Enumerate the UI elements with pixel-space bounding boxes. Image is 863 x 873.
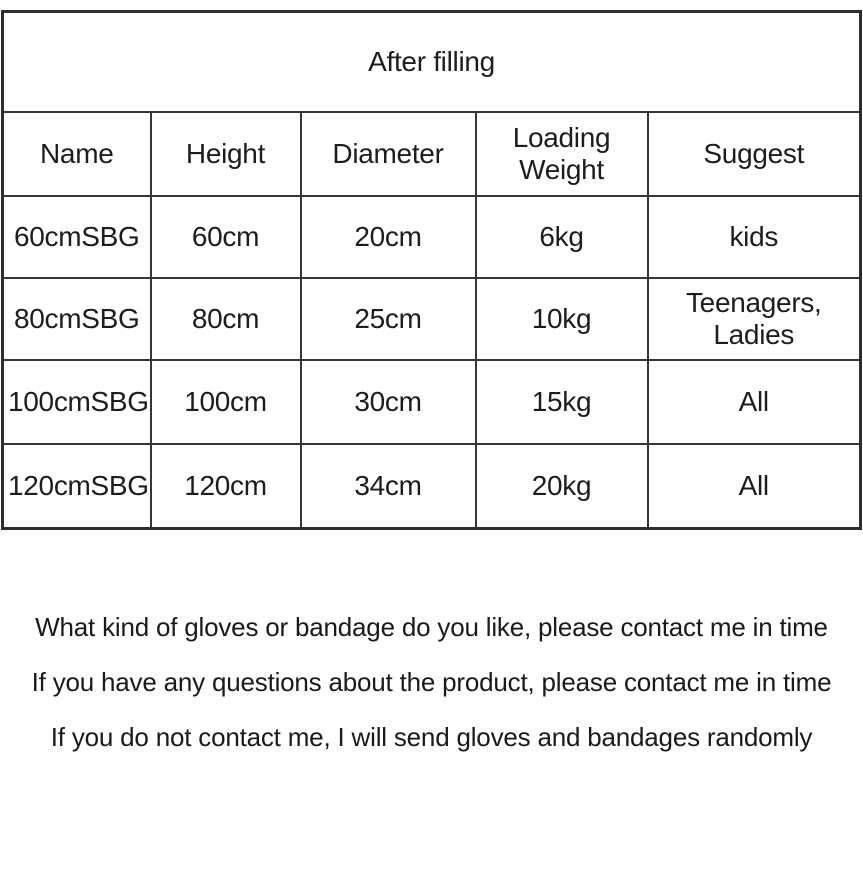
table-cell: All (646, 443, 862, 530)
table-cell: 25cm (299, 277, 477, 361)
table-cell: 80cmSBG (1, 277, 152, 361)
table-cell: 20cm (299, 195, 477, 279)
table-cell: 30cm (299, 359, 477, 445)
table-cell: 80cm (149, 277, 302, 361)
column-header-name: Name (1, 111, 152, 197)
table-cell: kids (646, 195, 862, 279)
table-cell: 100cm (149, 359, 302, 445)
table-cell: Teenagers, Ladies (646, 277, 862, 361)
table-header-row: Name Height Diameter Loading Weight Sugg… (1, 111, 862, 197)
page: { "page": { "title": "After filling" }, … (0, 10, 863, 873)
table-cell: 15kg (474, 359, 649, 445)
table-cell: All (646, 359, 862, 445)
table-row: 60cmSBG 60cm 20cm 6kg kids (1, 195, 862, 279)
contact-notes: What kind of gloves or bandage do you li… (0, 600, 863, 765)
title-row: After filling (1, 10, 862, 113)
column-header-suggest: Suggest (646, 111, 862, 197)
note-line: What kind of gloves or bandage do you li… (35, 612, 828, 642)
table-row: 80cmSBG 80cm 25cm 10kg Teenagers, Ladies (1, 277, 862, 361)
note-line: If you do not contact me, I will send gl… (50, 722, 813, 752)
page-title: After filling (1, 10, 862, 113)
table-row: 100cmSBG 100cm 30cm 15kg All (1, 359, 862, 445)
table-cell: 120cmSBG (1, 443, 152, 530)
table-row: 120cmSBG 120cm 34cm 20kg All (1, 443, 862, 530)
table-cell: 20kg (474, 443, 649, 530)
table-cell: 60cm (149, 195, 302, 279)
note-line: If you have any questions about the prod… (31, 667, 832, 697)
table-cell: 100cmSBG (1, 359, 152, 445)
table-cell: 10kg (474, 277, 649, 361)
product-info-image: After filling Name Height Diameter Loadi… (0, 10, 863, 873)
column-header-loading-weight: Loading Weight (474, 111, 649, 197)
table-cell: 120cm (149, 443, 302, 530)
spec-table: After filling Name Height Diameter Loadi… (1, 10, 863, 530)
table-cell: 34cm (299, 443, 477, 530)
column-header-height: Height (149, 111, 302, 197)
column-header-diameter: Diameter (299, 111, 477, 197)
table-cell: 6kg (474, 195, 649, 279)
table-cell: 60cmSBG (1, 195, 152, 279)
